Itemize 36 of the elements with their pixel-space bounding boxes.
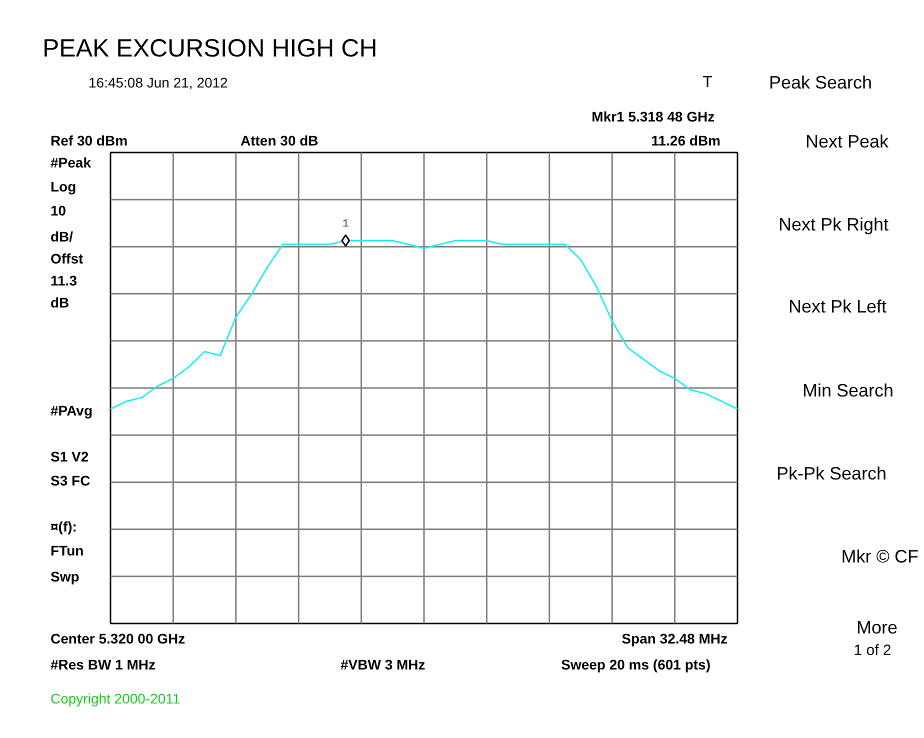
text: 10: [50, 202, 66, 218]
text: T: [702, 74, 713, 91]
text: Min Search: [802, 380, 894, 400]
text: 16:45:08 Jun 21, 2012: [88, 74, 228, 90]
text: #VBW 3 MHz: [340, 656, 426, 672]
chart-title: PEAK EXCURSION HIGH CH: [42, 34, 378, 62]
text: Ref 30 dBm: [50, 132, 128, 148]
text: ¤(f):: [50, 518, 77, 534]
text: Peak Search: [768, 72, 872, 92]
text: #Res BW 1 MHz: [50, 656, 156, 672]
text: FTun: [50, 542, 84, 558]
text: Next Pk Right: [778, 214, 889, 234]
text: 11.26 dBm: [651, 132, 721, 148]
text: Log: [50, 178, 76, 194]
text: More: [856, 618, 898, 638]
text: S3 FC: [50, 472, 90, 488]
text: dB/: [50, 228, 74, 244]
text: 1 of 2: [854, 642, 892, 659]
text: Copyright 2000-2011: [50, 690, 180, 706]
text: #Peak: [50, 154, 92, 170]
text: Span 32.48 MHz: [622, 630, 728, 646]
text: Center 5.320 00 GHz: [50, 630, 186, 646]
text: Mkr1 5.318 48 GHz: [592, 108, 715, 124]
text: Mkr © CF: [841, 546, 919, 566]
text: S1 V2: [50, 448, 89, 464]
text: Next Pk Left: [788, 296, 887, 316]
text: Next Peak: [805, 132, 890, 152]
text: dB: [50, 294, 70, 310]
text: Atten 30 dB: [240, 132, 318, 148]
text: Sweep 20 ms (601 pts): [561, 656, 711, 672]
text: #PAvg: [50, 402, 93, 418]
annotation: 1: [342, 218, 350, 231]
text: Swp: [50, 568, 80, 584]
text: 11.3: [50, 272, 78, 288]
text: Pk-Pk Search: [776, 464, 887, 484]
text: Offst: [50, 250, 84, 266]
